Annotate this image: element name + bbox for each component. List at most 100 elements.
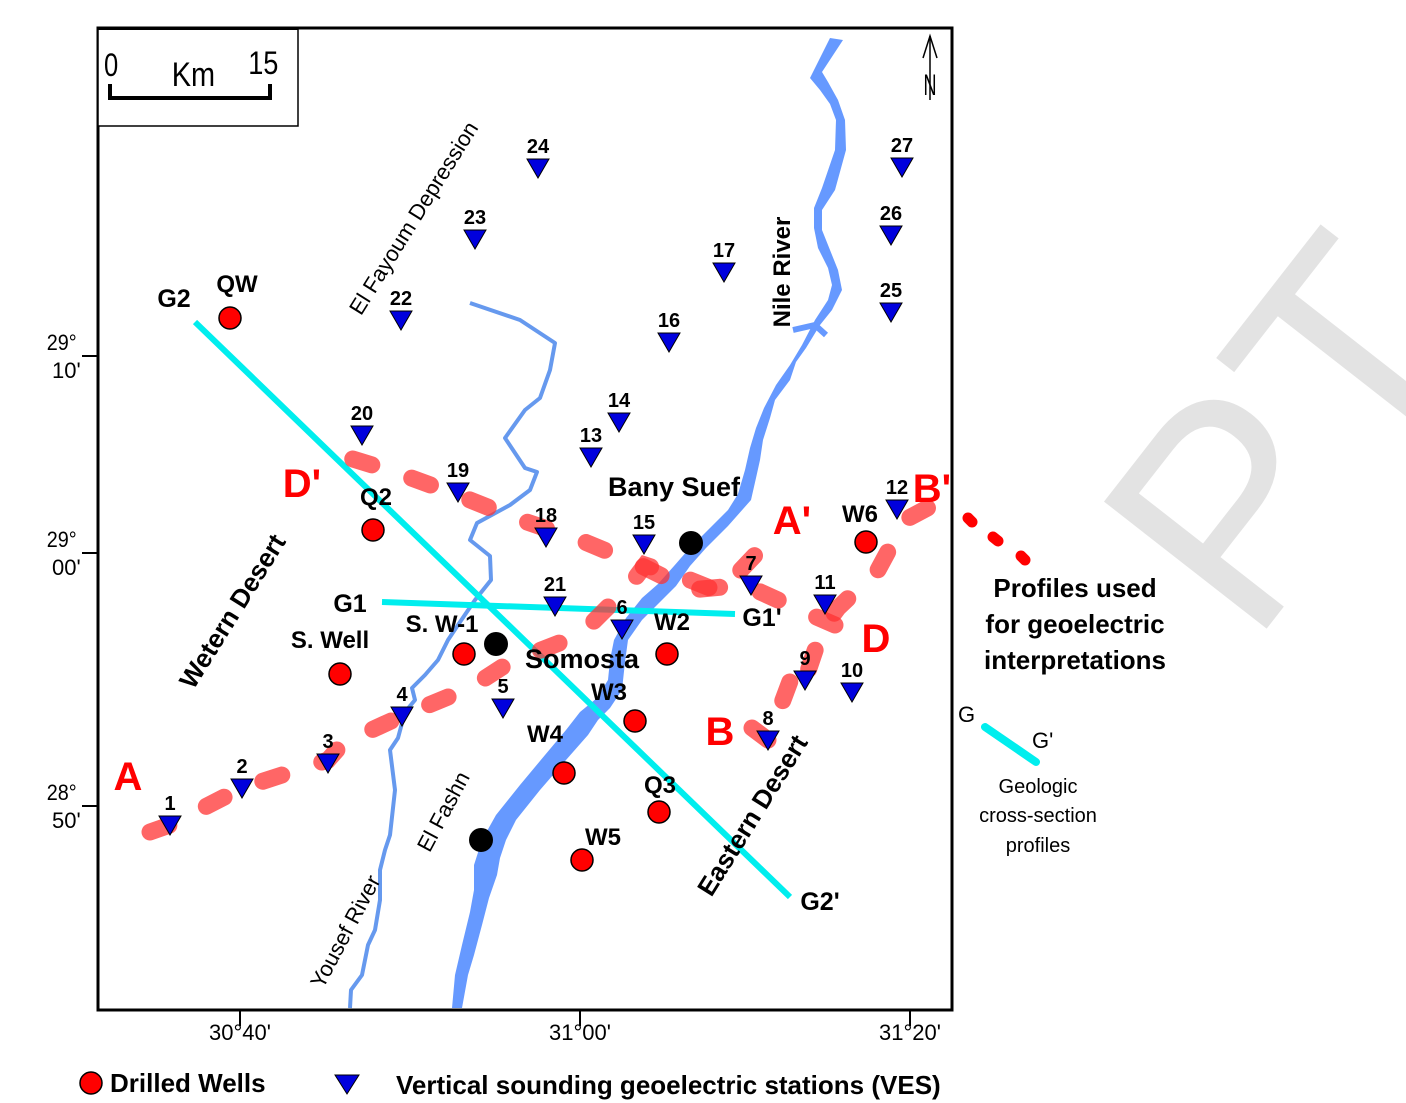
geologic-profile-g2 — [192, 319, 793, 900]
ves-station-label: 14 — [608, 390, 631, 412]
longitude-label: 31°20' — [879, 1020, 941, 1045]
profile-start-label: A — [114, 755, 143, 799]
ves-station-marker — [813, 594, 837, 615]
profile-labels-layer: A A' B B' D D' G1 G1' G2 G2' — [114, 285, 952, 916]
nile-branch — [792, 321, 829, 338]
drilled-wells-legend-label: Drilled Wells — [110, 1068, 266, 1098]
ves-station-marker — [390, 706, 414, 727]
ves-station-marker — [712, 262, 736, 283]
drilled-well-legend-icon — [79, 1071, 103, 1095]
ves-station-label: 9 — [799, 648, 810, 670]
ves-station-marker — [879, 302, 903, 323]
ves-station-label: 5 — [497, 676, 508, 698]
city-label: Bany Suef — [608, 472, 741, 502]
cities-layer: Bany Suef Somosta — [469, 472, 741, 852]
ves-station-label: 2 — [236, 756, 247, 778]
ves-station-marker — [879, 225, 903, 246]
drilled-well-label: S. Well — [291, 627, 369, 654]
latitude-minutes: 50' — [52, 808, 81, 833]
ves-station-label: 16 — [658, 310, 680, 332]
drilled-well-label: W6 — [842, 501, 878, 528]
ves-station-label: 25 — [880, 280, 902, 302]
ves-station-label: 15 — [633, 512, 655, 534]
geologic-profile-legend-symbol — [981, 723, 1040, 766]
drilled-well-marker — [452, 642, 476, 666]
ves-station-label: 19 — [447, 460, 469, 482]
ves-station-marker — [885, 499, 909, 520]
profile-start-label: B — [706, 710, 735, 754]
drilled-well-marker — [328, 662, 352, 686]
geoelectric-profile-a — [141, 543, 767, 841]
ves-station-marker — [543, 596, 567, 617]
ves-station-marker — [607, 412, 631, 433]
ves-legend-icon — [334, 1074, 360, 1095]
city-label: Somosta — [525, 644, 640, 674]
geoelectric-legend-line1: Profiles used — [993, 573, 1156, 603]
profile-end-label: D' — [283, 462, 321, 506]
drilled-well-marker — [570, 848, 594, 872]
scale-unit: Km — [172, 55, 215, 94]
scale-end: 15 — [248, 46, 278, 82]
latitude-degrees: 28° — [47, 781, 77, 805]
north-arrow-label: N — [924, 70, 937, 103]
ves-legend-label: Vertical sounding geoelectric stations (… — [396, 1070, 941, 1100]
scale-line — [108, 84, 272, 100]
latitude-degrees: 29° — [47, 528, 77, 552]
ves-station-label: 17 — [713, 240, 735, 262]
city-marker — [469, 828, 493, 852]
geoelectric-profile-d — [321, 443, 844, 634]
ves-station-marker — [793, 670, 817, 691]
longitude-label: 30°40' — [209, 1020, 271, 1045]
latitude-degrees: 29° — [47, 331, 77, 355]
drilled-well-label: W3 — [591, 679, 627, 706]
ves-station-label: 22 — [390, 288, 412, 310]
ves-station-label: 11 — [814, 572, 835, 594]
rivers-layer — [348, 38, 846, 1009]
ves-station-marker — [657, 332, 681, 353]
coordinate-ticks: 29° 10' 29° 00' 28° 50' 30°40' 31°00' 31°20' — [47, 331, 941, 1045]
ves-station-marker — [526, 158, 550, 179]
geologic-legend-line2: cross-section — [979, 805, 1097, 827]
geologic-legend-line3: profiles — [1006, 835, 1070, 857]
drilled-well-label: Q2 — [360, 484, 392, 511]
ves-station-marker — [158, 815, 182, 836]
drilled-well-marker — [623, 709, 647, 733]
side-legend: Profiles used for geoelectric interpreta… — [958, 512, 1166, 857]
drilled-well-label: S. W-1 — [406, 611, 479, 638]
ves-station-label: 1 — [164, 793, 175, 815]
ves-station-label: 8 — [762, 708, 773, 730]
ves-station-marker — [350, 425, 374, 446]
ves-station-marker — [230, 778, 254, 799]
geologic-start-label: G2 — [157, 285, 190, 313]
ves-station-label: 7 — [745, 553, 756, 575]
ves-station-marker — [446, 482, 470, 503]
drilled-well-label: QW — [216, 271, 258, 298]
ves-station-marker — [579, 447, 603, 468]
nile-river — [452, 38, 846, 1008]
city-marker — [679, 531, 703, 555]
drilled-well-marker — [218, 306, 242, 330]
drilled-well-label: Q3 — [644, 772, 676, 799]
bottom-legend: Drilled Wells Vertical sounding geoelect… — [79, 1068, 941, 1100]
drilled-well-marker — [854, 530, 878, 554]
ves-station-label: 6 — [616, 597, 627, 619]
geoelectric-legend-line2: for geoelectric — [985, 609, 1164, 639]
geoelectric-profile-legend-symbol — [962, 512, 1031, 566]
drilled-well-label: W4 — [527, 721, 564, 748]
ves-station-label: 10 — [841, 660, 863, 682]
geologic-legend-start: G — [958, 702, 975, 727]
ves-station-marker — [890, 157, 914, 178]
scale-bar: 0 Km 15 — [97, 27, 299, 127]
scale-start: 0 — [104, 48, 118, 83]
region-label: Nile River — [769, 217, 796, 328]
ves-station-label: 26 — [880, 203, 902, 225]
ves-station-label: 24 — [527, 136, 550, 158]
longitude-label: 31°00' — [549, 1020, 611, 1045]
ves-station-marker — [840, 682, 864, 703]
ves-station-marker — [756, 730, 780, 751]
ves-station-label: 20 — [351, 403, 373, 425]
ves-station-label: 23 — [464, 207, 486, 229]
geologic-legend-line1: Geologic — [999, 776, 1078, 798]
